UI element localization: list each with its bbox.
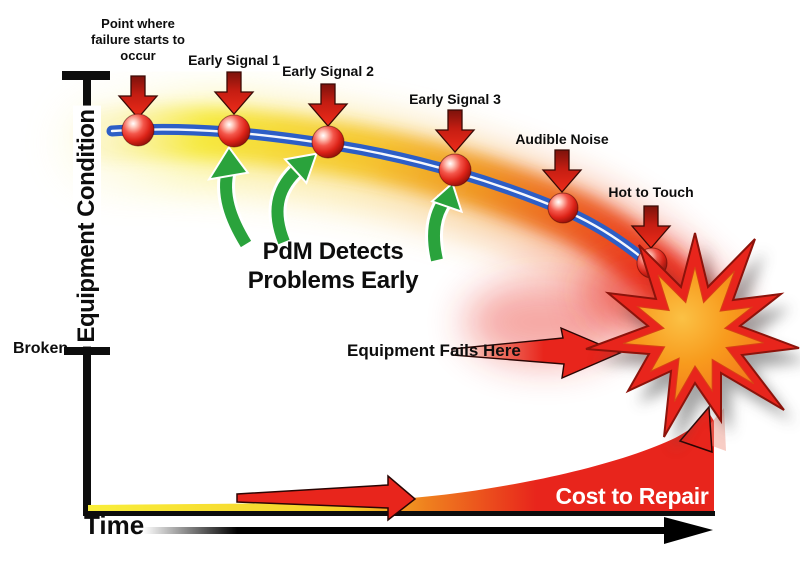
pdm-note: PdM Detects Problems Early xyxy=(248,237,419,296)
time-axis-arrow xyxy=(143,517,713,544)
y-axis-label: Equipment Condition xyxy=(73,105,101,347)
pdm-note-line2: Problems Early xyxy=(247,267,419,295)
cost-to-repair-area xyxy=(88,405,726,516)
signal-label-audible-noise: Audible Noise xyxy=(515,131,609,147)
signal-label-early-signal-3: Early Signal 3 xyxy=(409,91,501,107)
pdm-detect-arrows xyxy=(206,145,464,263)
green-up-arrow-icon xyxy=(206,145,254,249)
signal-label-early-signal-1: Early Signal 1 xyxy=(188,52,280,68)
broken-tick xyxy=(64,347,110,355)
cost-to-repair-label: Cost to Repair xyxy=(555,483,709,509)
cost-growth-arrow-icon xyxy=(678,405,713,454)
failure-point-marker xyxy=(438,153,472,187)
equipment-fails-arrow-icon xyxy=(451,326,622,380)
x-axis-label: Time xyxy=(84,510,145,540)
signal-label-hot-to-touch: Hot to Touch xyxy=(608,184,694,200)
failure-point-marker xyxy=(311,125,345,159)
cost-baseline xyxy=(88,511,715,516)
broken-label: Broken xyxy=(13,340,69,357)
equipment-fails-label: Equipment Fails Here xyxy=(347,341,521,360)
green-up-arrow-icon xyxy=(268,152,319,246)
time-arrowhead-icon xyxy=(664,517,713,544)
pdm-note-line1: PdM Detects xyxy=(262,238,404,265)
failure-point-marker xyxy=(217,114,251,148)
cost-direction-arrow-icon xyxy=(236,474,417,522)
green-up-arrow-icon xyxy=(424,181,464,263)
failure-point-marker xyxy=(547,192,579,224)
explosion-core-star xyxy=(622,266,764,402)
signal-label-early-signal-2: Early Signal 2 xyxy=(282,63,374,79)
signal-label-failure-start: Point where failure starts to occur xyxy=(91,16,185,63)
explosion-burst xyxy=(585,232,800,450)
failure-point-marker xyxy=(121,113,155,147)
